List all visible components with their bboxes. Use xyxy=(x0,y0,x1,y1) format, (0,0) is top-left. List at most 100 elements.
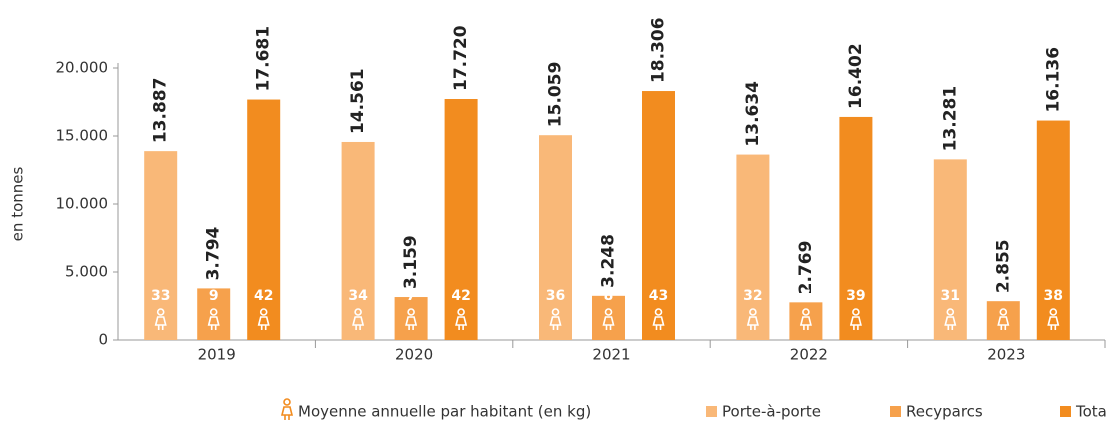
bar xyxy=(1036,120,1070,340)
value-label: 2.769 xyxy=(796,241,816,295)
bar xyxy=(933,159,967,340)
icon-body xyxy=(405,316,418,330)
icon-head xyxy=(457,308,465,316)
person-icon xyxy=(352,308,365,330)
value-label: 3.159 xyxy=(401,235,421,289)
icon-head xyxy=(999,308,1008,316)
icon-body xyxy=(154,316,167,330)
person-icon xyxy=(746,308,759,330)
icon-body xyxy=(746,316,759,330)
bar xyxy=(394,297,428,340)
value-label: 13.887 xyxy=(151,78,171,144)
per-capita-label: 42 xyxy=(254,288,273,304)
legend-label: Recyparcs xyxy=(906,403,983,421)
icon-head xyxy=(551,308,560,316)
per-capita-label: 7 xyxy=(998,288,1008,304)
person-icon xyxy=(1047,308,1060,330)
bar xyxy=(247,99,281,341)
value-label: 17.681 xyxy=(254,26,274,92)
icon-head xyxy=(852,308,860,316)
value-label: 13.281 xyxy=(940,86,960,152)
person-icon xyxy=(455,308,468,330)
x-tick-label: 2022 xyxy=(790,346,828,364)
value-label: 3.248 xyxy=(599,234,619,288)
per-capita-label: 9 xyxy=(209,288,219,304)
icon-head xyxy=(654,308,663,316)
bar xyxy=(444,99,478,341)
person-icon xyxy=(849,308,862,330)
y-axis-label: en tonnes xyxy=(9,167,27,242)
value-label: 16.402 xyxy=(846,43,866,109)
icon-head xyxy=(802,308,810,316)
per-capita-label: 39 xyxy=(846,288,865,304)
icon-body xyxy=(944,316,957,330)
legend-swatch xyxy=(706,406,717,417)
x-tick-label: 2023 xyxy=(987,346,1025,364)
person-icon xyxy=(405,308,418,330)
person-icon xyxy=(549,308,562,330)
y-tick-label: 15.000 xyxy=(56,127,109,145)
icon-body xyxy=(352,316,365,330)
icon-body xyxy=(1047,316,1060,330)
x-tick-label: 2019 xyxy=(198,346,236,364)
person-icon xyxy=(257,308,270,330)
bar xyxy=(839,116,873,340)
icon-body xyxy=(652,316,665,330)
per-capita-label: 8 xyxy=(604,288,614,304)
icon-head xyxy=(749,308,757,316)
value-label: 2.855 xyxy=(993,239,1013,293)
per-capita-label: 31 xyxy=(941,288,960,304)
bar xyxy=(539,135,572,340)
y-tick-label: 10.000 xyxy=(56,195,109,213)
person-icon xyxy=(154,308,167,330)
icon-head xyxy=(209,308,218,316)
legend-label: Porte-à-porte xyxy=(722,403,821,421)
icon-body xyxy=(997,316,1010,330)
per-capita-label: 34 xyxy=(348,288,368,304)
per-capita-label: 7 xyxy=(801,288,811,304)
value-label: 3.794 xyxy=(204,226,224,280)
x-tick-label: 2020 xyxy=(395,346,433,364)
value-label: 14.561 xyxy=(348,68,368,134)
icon-body xyxy=(280,406,294,420)
bar xyxy=(341,141,375,340)
icon-head xyxy=(1049,308,1058,316)
legend-swatch xyxy=(890,406,901,417)
bar xyxy=(642,91,675,341)
bar xyxy=(986,301,1020,340)
icon-head xyxy=(946,308,955,316)
per-capita-label: 36 xyxy=(546,288,565,304)
per-capita-label: 42 xyxy=(451,288,470,304)
bar xyxy=(736,154,770,340)
icon-body xyxy=(549,316,562,330)
value-label: 17.720 xyxy=(451,25,471,91)
icon-body xyxy=(602,316,615,330)
per-capita-label: 33 xyxy=(151,288,170,304)
value-label: 13.634 xyxy=(743,81,763,147)
icon-head xyxy=(604,308,613,316)
bar xyxy=(592,295,625,340)
y-tick-label: 0 xyxy=(98,331,108,349)
value-label: 15.059 xyxy=(546,62,566,128)
per-capita-label: 43 xyxy=(649,288,668,304)
icon-body xyxy=(455,316,468,330)
x-tick-label: 2021 xyxy=(592,346,630,364)
icon-head xyxy=(354,308,362,316)
bar xyxy=(789,302,823,340)
y-tick-label: 20.000 xyxy=(56,59,109,77)
person-icon xyxy=(602,308,615,330)
bar xyxy=(144,151,178,340)
value-label: 16.136 xyxy=(1043,47,1063,113)
person-icon xyxy=(997,308,1010,330)
icon-head xyxy=(283,398,291,406)
person-icon xyxy=(944,308,957,330)
legend-swatch xyxy=(1060,406,1071,417)
per-capita-label: 38 xyxy=(1044,288,1063,304)
value-label: 18.306 xyxy=(649,17,669,83)
per-capita-label: 32 xyxy=(743,288,762,304)
icon-head xyxy=(156,308,165,316)
icon-body xyxy=(257,316,270,330)
icon-body xyxy=(207,316,220,330)
person-icon xyxy=(207,308,220,330)
